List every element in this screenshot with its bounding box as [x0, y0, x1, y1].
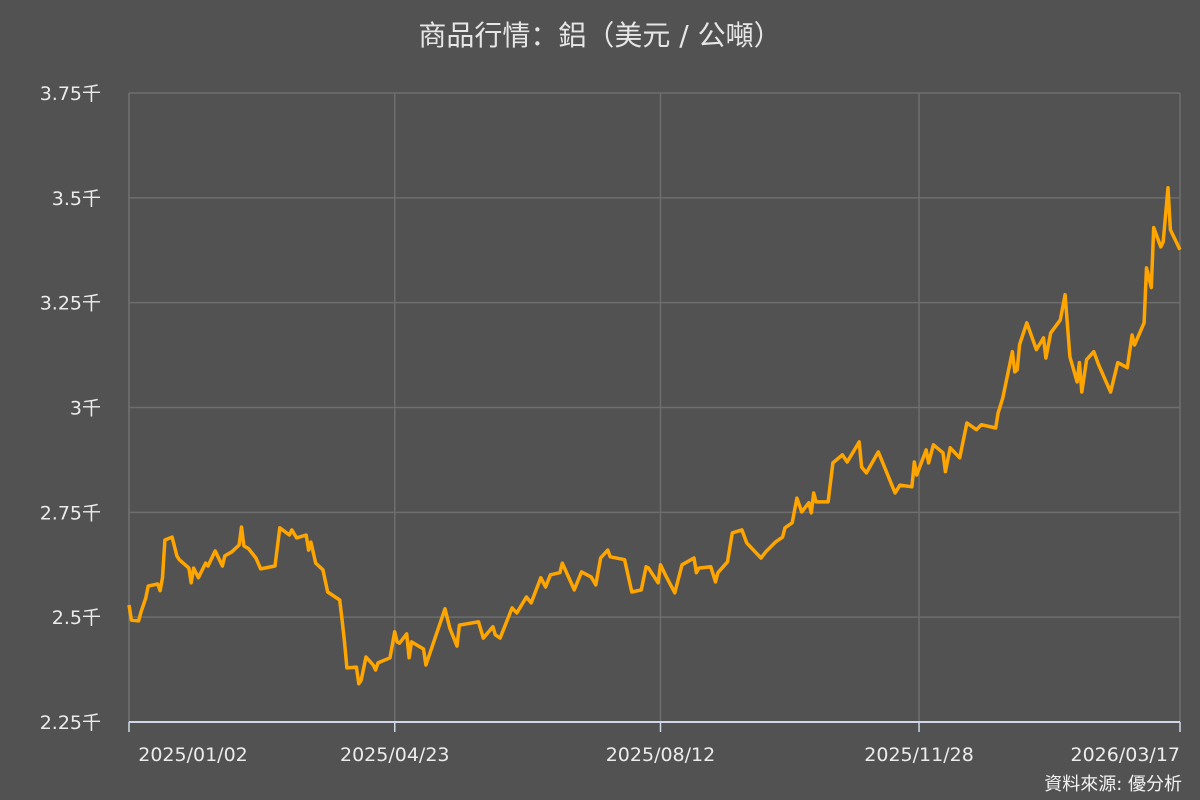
price-series-line — [127, 186, 1182, 686]
y-tick-label: 3.75千 — [40, 83, 101, 105]
y-tick-label: 2.25千 — [40, 712, 101, 734]
x-tick-label: 2025/01/02 — [138, 744, 248, 766]
x-tick-label: 2025/11/28 — [864, 744, 974, 766]
y-tick-label: 2.5千 — [52, 607, 101, 629]
x-tick-label: 2026/03/17 — [1070, 744, 1180, 766]
y-tick-label: 2.75千 — [40, 502, 101, 524]
y-tick-label: 3.5千 — [52, 188, 101, 210]
source-note: 資料來源: 優分析 — [1044, 774, 1182, 795]
y-tick-label: 3.25千 — [40, 293, 101, 315]
chart-title: 商品行情：鋁（美元 / 公噸） — [418, 19, 782, 52]
x-tick-label: 2025/04/23 — [340, 744, 450, 766]
x-tick-label: 2025/08/12 — [606, 744, 716, 766]
y-tick-label: 3千 — [70, 398, 101, 420]
